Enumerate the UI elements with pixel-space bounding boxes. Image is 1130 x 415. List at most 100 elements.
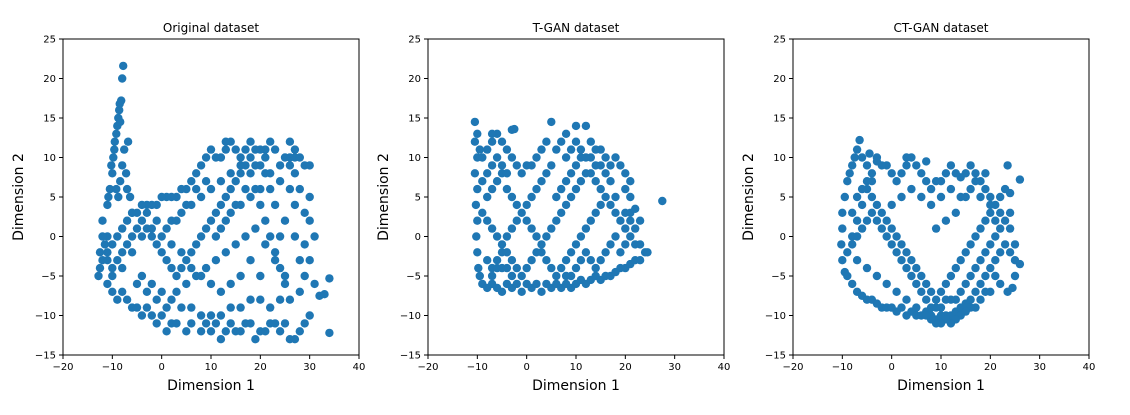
data-point [177, 184, 186, 194]
data-point [581, 153, 591, 162]
data-point [1000, 184, 1010, 194]
data-point [157, 232, 166, 241]
x-tick-label: 30 [668, 362, 681, 373]
data-point [643, 248, 652, 257]
data-point [512, 200, 521, 210]
data-point [981, 271, 990, 281]
data-point [275, 177, 285, 186]
data-point [196, 161, 206, 170]
y-axis-label: Dimension 2 [376, 153, 392, 241]
data-point [626, 232, 635, 241]
data-point [201, 263, 211, 273]
data-point [586, 216, 595, 225]
data-point [1010, 240, 1020, 249]
y-tick-label: 10 [408, 153, 421, 164]
data-point [611, 232, 620, 241]
data-point [561, 256, 571, 265]
data-point [507, 192, 517, 202]
data-point [862, 263, 872, 273]
data-point [241, 184, 250, 194]
point-group [470, 117, 667, 296]
data-point [887, 224, 896, 233]
data-point [926, 287, 936, 296]
data-point [246, 169, 255, 178]
data-point [105, 184, 115, 194]
data-point [936, 192, 946, 202]
data-point [561, 129, 571, 138]
x-axis-label: Dimension 1 [897, 378, 985, 394]
data-point [167, 295, 176, 304]
data-point [591, 145, 600, 154]
data-point [478, 153, 487, 162]
data-point [571, 184, 581, 194]
data-point [986, 240, 995, 249]
data-point [507, 271, 517, 281]
data-point [266, 232, 275, 241]
data-point [226, 279, 235, 289]
data-point [142, 208, 152, 217]
data-point [256, 200, 265, 210]
data-point [971, 232, 980, 241]
x-tick-label: −20 [782, 362, 803, 373]
data-point [892, 232, 901, 241]
data-point [305, 192, 314, 202]
data-point [305, 311, 314, 320]
data-point [887, 200, 896, 210]
data-point [991, 232, 1000, 241]
data-point [971, 263, 980, 273]
data-point [236, 161, 245, 170]
data-point [290, 169, 300, 178]
data-point [103, 279, 112, 289]
data-point [201, 319, 211, 328]
x-tick-label: 40 [1083, 362, 1096, 373]
data-point [487, 271, 497, 281]
data-point [586, 256, 595, 265]
data-point [897, 303, 906, 312]
data-point [542, 256, 551, 265]
data-point [507, 153, 517, 162]
data-point [216, 200, 226, 210]
plot-frame [427, 38, 725, 356]
data-point [478, 177, 487, 186]
data-point [187, 177, 196, 186]
data-point [116, 177, 125, 186]
data-point [118, 74, 127, 83]
data-point [473, 184, 482, 194]
data-point [300, 208, 309, 217]
data-point [522, 200, 531, 210]
data-point [497, 161, 507, 170]
data-point [261, 216, 270, 225]
data-point [991, 216, 1000, 225]
data-point [591, 208, 600, 217]
data-point [113, 256, 122, 265]
data-point [1005, 224, 1015, 233]
data-point [512, 263, 521, 273]
data-point [892, 287, 901, 296]
chart-title: Original dataset [163, 21, 259, 35]
y-tick-label: 25 [408, 35, 421, 46]
data-point [1003, 161, 1012, 170]
data-point [177, 303, 186, 312]
data-point [981, 216, 990, 225]
data-point [290, 145, 300, 154]
data-point [510, 124, 519, 134]
data-point [542, 169, 551, 178]
data-point [122, 295, 132, 304]
data-point [487, 137, 497, 146]
x-tick-label: −10 [832, 362, 853, 373]
data-point [221, 137, 230, 146]
data-point [956, 287, 965, 296]
x-tick-label: 30 [303, 362, 316, 373]
x-tick-label: −20 [52, 362, 73, 373]
data-point [122, 216, 132, 225]
data-point [946, 184, 956, 194]
data-point [162, 256, 171, 265]
data-point [961, 192, 970, 202]
data-point [487, 161, 497, 170]
data-point [125, 192, 135, 202]
data-point [941, 216, 951, 225]
data-point [177, 248, 186, 257]
data-point [547, 263, 556, 273]
data-point [621, 224, 630, 233]
data-point [616, 161, 625, 170]
